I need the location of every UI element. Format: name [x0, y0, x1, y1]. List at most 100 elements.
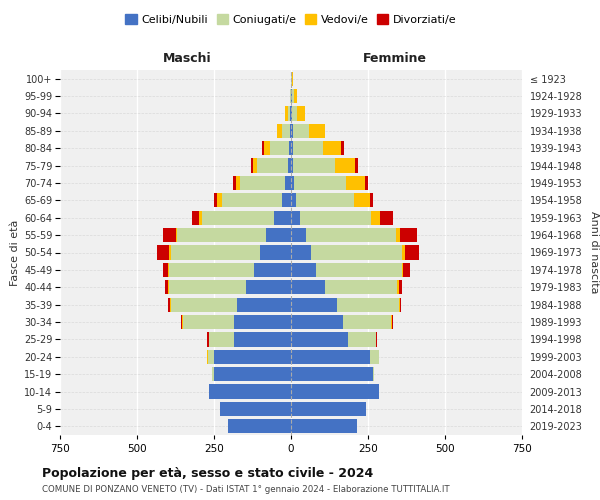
- Bar: [293, 158, 335, 172]
- Bar: [323, 141, 341, 156]
- Bar: [291, 106, 292, 120]
- Bar: [220, 402, 291, 416]
- Bar: [240, 176, 285, 190]
- Bar: [400, 298, 401, 312]
- Bar: [365, 176, 368, 190]
- Bar: [234, 332, 291, 346]
- Bar: [233, 176, 236, 190]
- Bar: [291, 246, 311, 260]
- Bar: [291, 367, 373, 382]
- Bar: [291, 402, 367, 416]
- Bar: [291, 263, 316, 277]
- Bar: [251, 158, 253, 172]
- Bar: [400, 228, 417, 242]
- Bar: [168, 280, 169, 294]
- Bar: [264, 141, 270, 156]
- Bar: [237, 298, 291, 312]
- Bar: [286, 106, 288, 120]
- Bar: [169, 263, 254, 277]
- Bar: [207, 350, 208, 364]
- Bar: [405, 246, 419, 260]
- Bar: [212, 367, 214, 382]
- Bar: [209, 332, 234, 346]
- Bar: [282, 124, 290, 138]
- Bar: [294, 89, 297, 103]
- Bar: [291, 298, 337, 312]
- Bar: [300, 210, 371, 225]
- Bar: [157, 246, 169, 260]
- Bar: [182, 315, 183, 329]
- Bar: [176, 228, 177, 242]
- Bar: [291, 124, 293, 138]
- Y-axis label: Fasce di età: Fasce di età: [10, 220, 20, 286]
- Bar: [228, 419, 291, 434]
- Bar: [199, 210, 202, 225]
- Bar: [291, 332, 348, 346]
- Bar: [316, 263, 402, 277]
- Bar: [397, 280, 399, 294]
- Bar: [206, 350, 207, 364]
- Bar: [292, 89, 294, 103]
- Bar: [292, 106, 298, 120]
- Bar: [171, 298, 237, 312]
- Bar: [293, 124, 310, 138]
- Bar: [355, 158, 358, 172]
- Bar: [380, 210, 392, 225]
- Bar: [399, 298, 400, 312]
- Bar: [207, 332, 209, 346]
- Bar: [183, 315, 234, 329]
- Bar: [310, 124, 325, 138]
- Bar: [163, 263, 168, 277]
- Bar: [169, 298, 170, 312]
- Bar: [168, 263, 169, 277]
- Bar: [291, 72, 292, 86]
- Bar: [208, 350, 214, 364]
- Text: Maschi: Maschi: [163, 52, 211, 65]
- Bar: [257, 158, 288, 172]
- Bar: [370, 193, 373, 208]
- Bar: [335, 158, 355, 172]
- Bar: [402, 246, 405, 260]
- Bar: [346, 176, 365, 190]
- Bar: [290, 89, 291, 103]
- Legend: Celibi/Nubili, Coniugati/e, Vedovi/e, Divorziati/e: Celibi/Nubili, Coniugati/e, Vedovi/e, Di…: [121, 10, 461, 29]
- Bar: [191, 210, 199, 225]
- Bar: [234, 315, 291, 329]
- Bar: [348, 332, 376, 346]
- Bar: [236, 176, 240, 190]
- Bar: [370, 350, 379, 364]
- Bar: [292, 72, 293, 86]
- Bar: [376, 332, 377, 346]
- Bar: [291, 419, 357, 434]
- Bar: [165, 280, 168, 294]
- Bar: [209, 384, 291, 398]
- Bar: [217, 193, 222, 208]
- Bar: [343, 315, 391, 329]
- Bar: [262, 141, 264, 156]
- Bar: [274, 210, 291, 225]
- Bar: [290, 124, 291, 138]
- Bar: [311, 246, 402, 260]
- Bar: [373, 367, 374, 382]
- Bar: [291, 89, 292, 103]
- Bar: [214, 350, 291, 364]
- Bar: [285, 176, 291, 190]
- Bar: [266, 228, 291, 242]
- Bar: [171, 246, 260, 260]
- Bar: [170, 298, 171, 312]
- Bar: [277, 124, 282, 138]
- Bar: [325, 280, 397, 294]
- Bar: [337, 298, 399, 312]
- Bar: [291, 158, 293, 172]
- Y-axis label: Anni di nascita: Anni di nascita: [589, 211, 599, 294]
- Bar: [291, 384, 379, 398]
- Bar: [371, 210, 380, 225]
- Bar: [291, 350, 370, 364]
- Bar: [270, 141, 289, 156]
- Bar: [403, 263, 410, 277]
- Bar: [222, 193, 282, 208]
- Bar: [291, 210, 300, 225]
- Text: Popolazione per età, sesso e stato civile - 2024: Popolazione per età, sesso e stato civil…: [42, 468, 373, 480]
- Bar: [214, 193, 217, 208]
- Bar: [402, 263, 403, 277]
